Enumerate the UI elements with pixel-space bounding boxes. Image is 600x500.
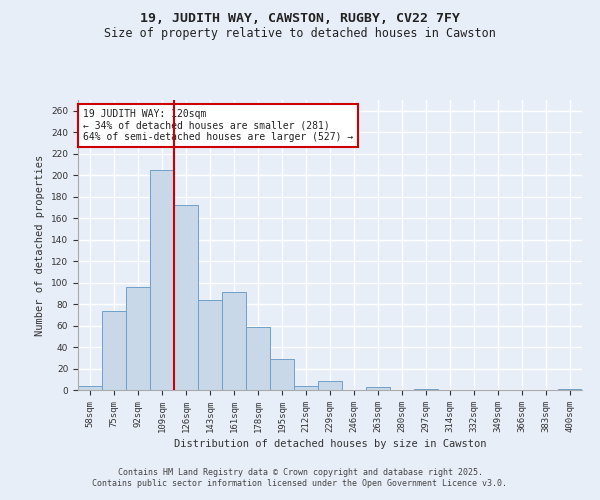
Bar bbox=[150, 170, 174, 390]
Bar bbox=[174, 206, 198, 390]
Bar bbox=[270, 359, 294, 390]
Bar bbox=[126, 287, 150, 390]
Bar bbox=[318, 382, 342, 390]
Bar bbox=[198, 300, 222, 390]
Text: Contains HM Land Registry data © Crown copyright and database right 2025.
Contai: Contains HM Land Registry data © Crown c… bbox=[92, 468, 508, 487]
Bar bbox=[414, 389, 438, 390]
Bar bbox=[246, 326, 270, 390]
Bar bbox=[294, 386, 318, 390]
X-axis label: Distribution of detached houses by size in Cawston: Distribution of detached houses by size … bbox=[174, 439, 486, 449]
Bar bbox=[558, 389, 582, 390]
Text: Size of property relative to detached houses in Cawston: Size of property relative to detached ho… bbox=[104, 28, 496, 40]
Bar bbox=[222, 292, 246, 390]
Bar bbox=[366, 387, 390, 390]
Text: 19 JUDITH WAY: 120sqm
← 34% of detached houses are smaller (281)
64% of semi-det: 19 JUDITH WAY: 120sqm ← 34% of detached … bbox=[83, 108, 353, 142]
Bar bbox=[102, 310, 126, 390]
Bar bbox=[78, 386, 102, 390]
Y-axis label: Number of detached properties: Number of detached properties bbox=[35, 154, 46, 336]
Text: 19, JUDITH WAY, CAWSTON, RUGBY, CV22 7FY: 19, JUDITH WAY, CAWSTON, RUGBY, CV22 7FY bbox=[140, 12, 460, 26]
